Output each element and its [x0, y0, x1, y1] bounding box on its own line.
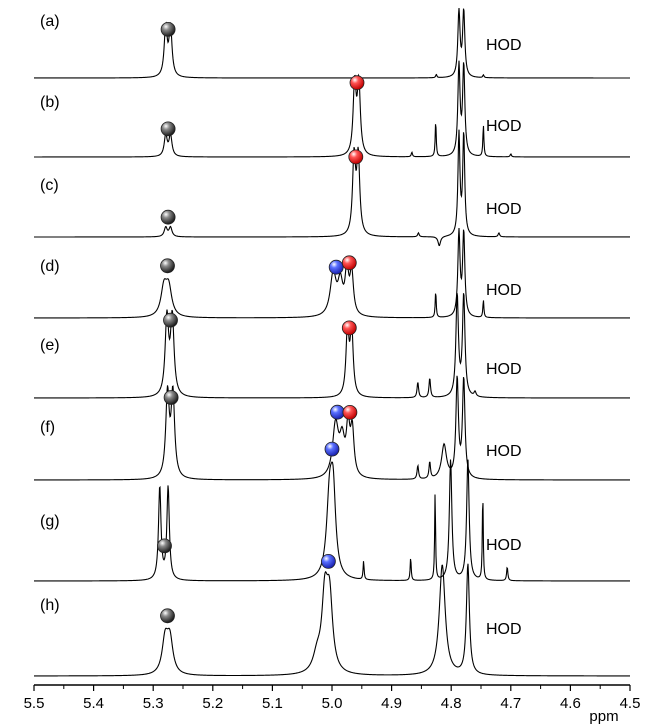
marker-black-a: [160, 21, 176, 37]
marker-black-e: [163, 312, 178, 328]
hod-label-d: HOD: [486, 282, 522, 299]
hod-label-b: HOD: [486, 118, 522, 135]
x-tick-label-5.1: 5.1: [262, 695, 283, 712]
spectrum-label-a: (a): [40, 13, 60, 30]
x-tick-label-5.2: 5.2: [202, 695, 223, 712]
spectrum-trace-e: [34, 292, 630, 399]
spectra-traces: [34, 7, 630, 677]
spectrum-label-f: (f): [40, 419, 55, 436]
marker-black-g: [157, 538, 172, 554]
marker-blue-h: [320, 554, 336, 569]
marker-red-b: [349, 75, 365, 91]
marker-red-e: [341, 320, 357, 336]
marker-blue-d: [328, 259, 344, 275]
marker-blue-g: [324, 441, 340, 457]
hod-label-e: HOD: [486, 361, 522, 378]
spectrum-trace-f: [34, 375, 630, 481]
spectrum-label-b: (b): [40, 94, 60, 111]
spectrum-label-h: (h): [40, 597, 60, 614]
x-tick-label-4.8: 4.8: [441, 695, 462, 712]
hod-label-f: HOD: [486, 443, 522, 460]
marker-black-c: [160, 209, 176, 225]
spectrum-trace-d: [34, 227, 630, 319]
spectrum-trace-g: [34, 459, 630, 582]
spectrum-labels: (a) HOD (b) HOD (c) HOD (d) HOD (e) HOD (f) HOD (g) H…: [40, 13, 522, 638]
x-tick-label-5: 5.0: [322, 695, 343, 712]
spectrum-trace-h: [34, 563, 630, 677]
x-tick-label-5.5: 5.5: [24, 695, 45, 712]
marker-black-h: [160, 608, 175, 624]
x-tick-label-4.9: 4.9: [381, 695, 402, 712]
spectrum-trace-b: [34, 60, 630, 158]
marker-red-d: [341, 255, 357, 271]
marker-red-c: [348, 149, 364, 165]
hod-label-a: HOD: [486, 37, 522, 54]
marker-red-f: [342, 404, 358, 420]
x-tick-label-5.3: 5.3: [143, 695, 164, 712]
marker-black-f: [163, 390, 179, 405]
hod-label-c: HOD: [486, 201, 522, 218]
marker-blue-f: [329, 404, 345, 420]
marker-black-b: [160, 121, 176, 137]
x-axis-ticks: 5.5 5.4 5.3 5.2 5.1 5.0 4.9 4.8 4.7 4.6 4.5: [24, 685, 641, 712]
x-tick-label-4.5: 4.5: [620, 695, 641, 712]
spectrum-label-d: (d): [40, 258, 60, 275]
x-tick-label-4.7: 4.7: [500, 695, 521, 712]
x-tick-label-5.4: 5.4: [83, 695, 104, 712]
x-axis: 5.5 5.4 5.3 5.2 5.1 5.0 4.9 4.8 4.7 4.6 4.5 ppm: [24, 684, 641, 725]
x-axis-label: ppm: [589, 708, 618, 725]
hod-label-h: HOD: [486, 621, 522, 638]
marker-black-d: [160, 258, 175, 274]
spectrum-label-c: (c): [40, 177, 59, 194]
peak-markers: [157, 21, 365, 624]
spectrum-label-e: (e): [40, 337, 60, 354]
hod-label-g: HOD: [486, 537, 522, 554]
spectrum-trace-c: [34, 129, 630, 247]
x-tick-label-4.6: 4.6: [560, 695, 581, 712]
spectrum-label-g: (g): [40, 513, 60, 530]
spectrum-trace-a: [34, 7, 630, 79]
